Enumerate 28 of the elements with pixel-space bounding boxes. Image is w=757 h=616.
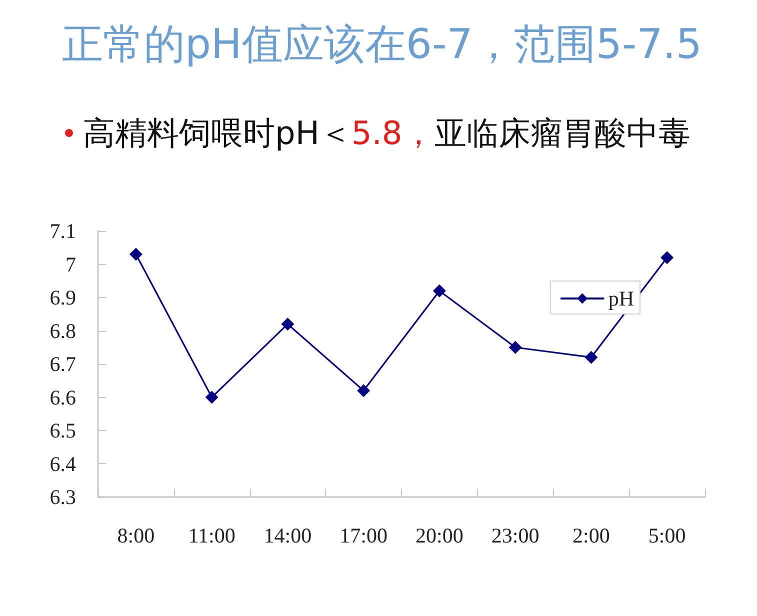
x-tick-label: 17:00 [340,524,388,548]
point [660,251,674,264]
y-tick-label: 6.8 [50,318,76,343]
point [205,390,218,404]
point [129,248,142,261]
point [281,318,294,331]
legend-label: pH [608,286,634,310]
y-tick-label: 7.1 [50,219,76,243]
point [432,284,446,298]
y-tick-label: 6.7 [50,352,76,376]
y-tick-label: 6.5 [50,418,76,442]
x-tick-label: 5:00 [648,524,686,548]
chart-title: 正常的pH值应该在6-7，范围5-7.5 [62,19,702,70]
x-tick-label: 14:00 [264,524,312,548]
y-tick-label: 6.9 [50,286,76,310]
x-tick-label: 20:00 [416,524,464,548]
x-tick-label: 23:00 [491,524,540,548]
x-tick-label: 11:00 [188,524,236,548]
point [357,384,370,398]
point [508,340,522,354]
x-tick-label: 2:00 [572,524,610,548]
y-tick-label: 6.6 [50,385,76,410]
y-tick-label: 6.4 [50,452,76,476]
y-tick-label: 6.3 [50,485,76,509]
x-tick-label: 8:00 [117,524,155,548]
y-tick-label: 7 [66,252,76,276]
point [584,350,598,364]
chart-subtitle: 高精料饲喂时pH＜5.8，亚临床瘤胃酸中毒 [83,114,690,152]
